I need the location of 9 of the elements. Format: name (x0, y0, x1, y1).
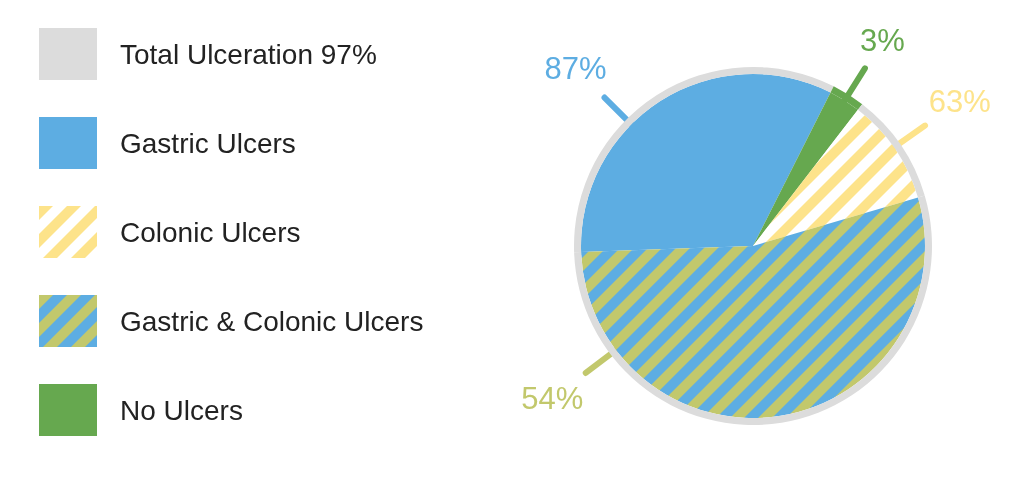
data-label: 3% (860, 22, 905, 58)
legend-label: Colonic Ulcers (120, 216, 301, 248)
legend-label: Gastric Ulcers (120, 127, 296, 159)
data-label: 54% (521, 380, 584, 416)
legend-label: Total Ulceration 97% (120, 38, 377, 70)
text: 87% (544, 51, 607, 87)
legend-label: No Ulcers (120, 394, 243, 426)
legend-label: Gastric & Colonic Ulcers (120, 305, 424, 337)
text: 63% (928, 83, 991, 119)
